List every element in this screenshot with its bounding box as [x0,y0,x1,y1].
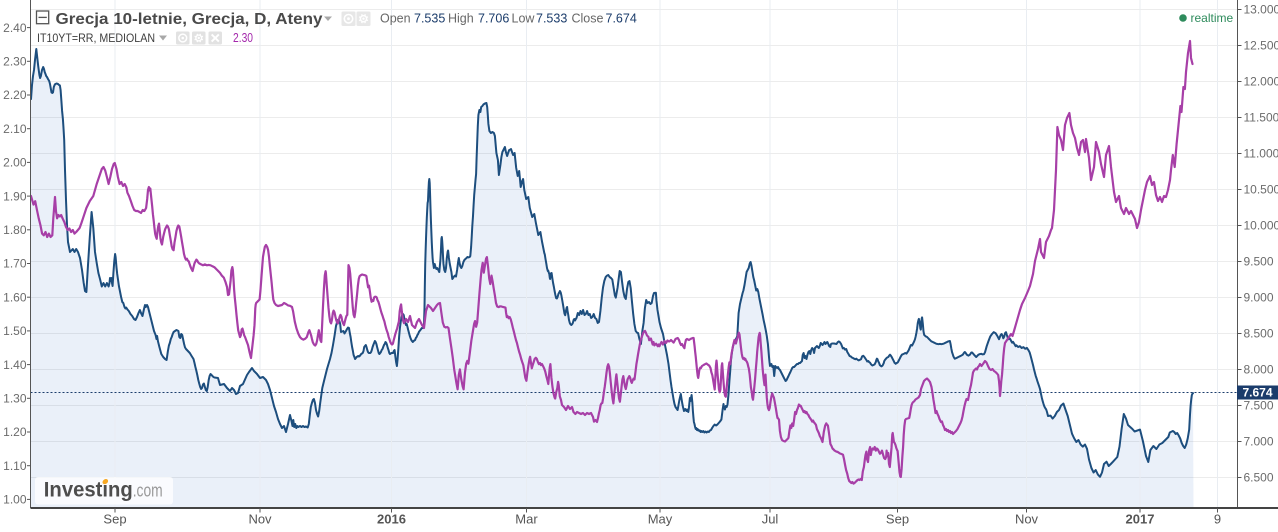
svg-text:2016: 2016 [377,512,406,527]
svg-text:10.500: 10.500 [1244,183,1278,197]
svg-text:8.500: 8.500 [1244,327,1274,341]
svg-text:7.674: 7.674 [1242,385,1272,399]
svg-text:1.40: 1.40 [3,358,27,372]
svg-text:12.000: 12.000 [1244,75,1278,89]
svg-text:1.10: 1.10 [3,459,27,473]
svg-text:8.000: 8.000 [1244,363,1274,377]
svg-text:2.30: 2.30 [233,31,253,45]
svg-text:7.674: 7.674 [606,11,637,25]
svg-text:12.500: 12.500 [1244,39,1278,53]
svg-text:1.90: 1.90 [3,189,27,203]
svg-text:High: High [448,11,474,25]
svg-text:11.500: 11.500 [1244,111,1278,125]
svg-text:7.500: 7.500 [1244,399,1274,413]
svg-text:1.00: 1.00 [3,493,27,507]
svg-text:11.000: 11.000 [1244,147,1278,161]
svg-text:1.80: 1.80 [3,223,27,237]
svg-text:realtime: realtime [1191,11,1234,25]
svg-text:1.30: 1.30 [3,392,27,406]
svg-text:Sep: Sep [886,512,909,527]
svg-text:9: 9 [1214,512,1221,527]
svg-text:Jul: Jul [762,512,779,527]
svg-text:Grecja 10-letnie, Grecja, D, A: Grecja 10-letnie, Grecja, D, Ateny [56,11,323,28]
svg-text:Nov: Nov [1015,512,1039,527]
svg-text:.com: .com [133,481,163,501]
svg-text:2.10: 2.10 [3,122,27,136]
svg-text:7.535: 7.535 [414,11,445,25]
svg-text:6.500: 6.500 [1244,471,1274,485]
svg-text:2017: 2017 [1126,512,1155,527]
svg-text:2.30: 2.30 [3,55,27,69]
svg-text:May: May [648,512,673,527]
svg-text:Open: Open [380,11,411,25]
svg-text:1.20: 1.20 [3,425,27,439]
svg-text:Sep: Sep [103,512,126,527]
svg-text:13.000: 13.000 [1244,3,1278,17]
svg-text:Close: Close [572,11,604,25]
svg-text:1.70: 1.70 [3,257,27,271]
svg-text:Low: Low [512,11,536,25]
svg-text:2.40: 2.40 [3,21,27,35]
svg-text:Mar: Mar [515,512,538,527]
svg-text:Nov: Nov [248,512,272,527]
svg-text:2.20: 2.20 [3,88,27,102]
svg-text:IT10YT=RR, MEDIOLAN: IT10YT=RR, MEDIOLAN [37,31,155,45]
svg-text:1.50: 1.50 [3,324,27,338]
svg-text:2.00: 2.00 [3,156,27,170]
svg-text:1.60: 1.60 [3,290,27,304]
svg-text:9.000: 9.000 [1244,291,1274,305]
svg-text:Investing: Investing [44,479,133,502]
svg-text:7.000: 7.000 [1244,435,1274,449]
svg-text:10.000: 10.000 [1244,219,1278,233]
svg-text:9.500: 9.500 [1244,255,1274,269]
svg-text:7.706: 7.706 [478,11,509,25]
svg-text:7.533: 7.533 [536,11,567,25]
